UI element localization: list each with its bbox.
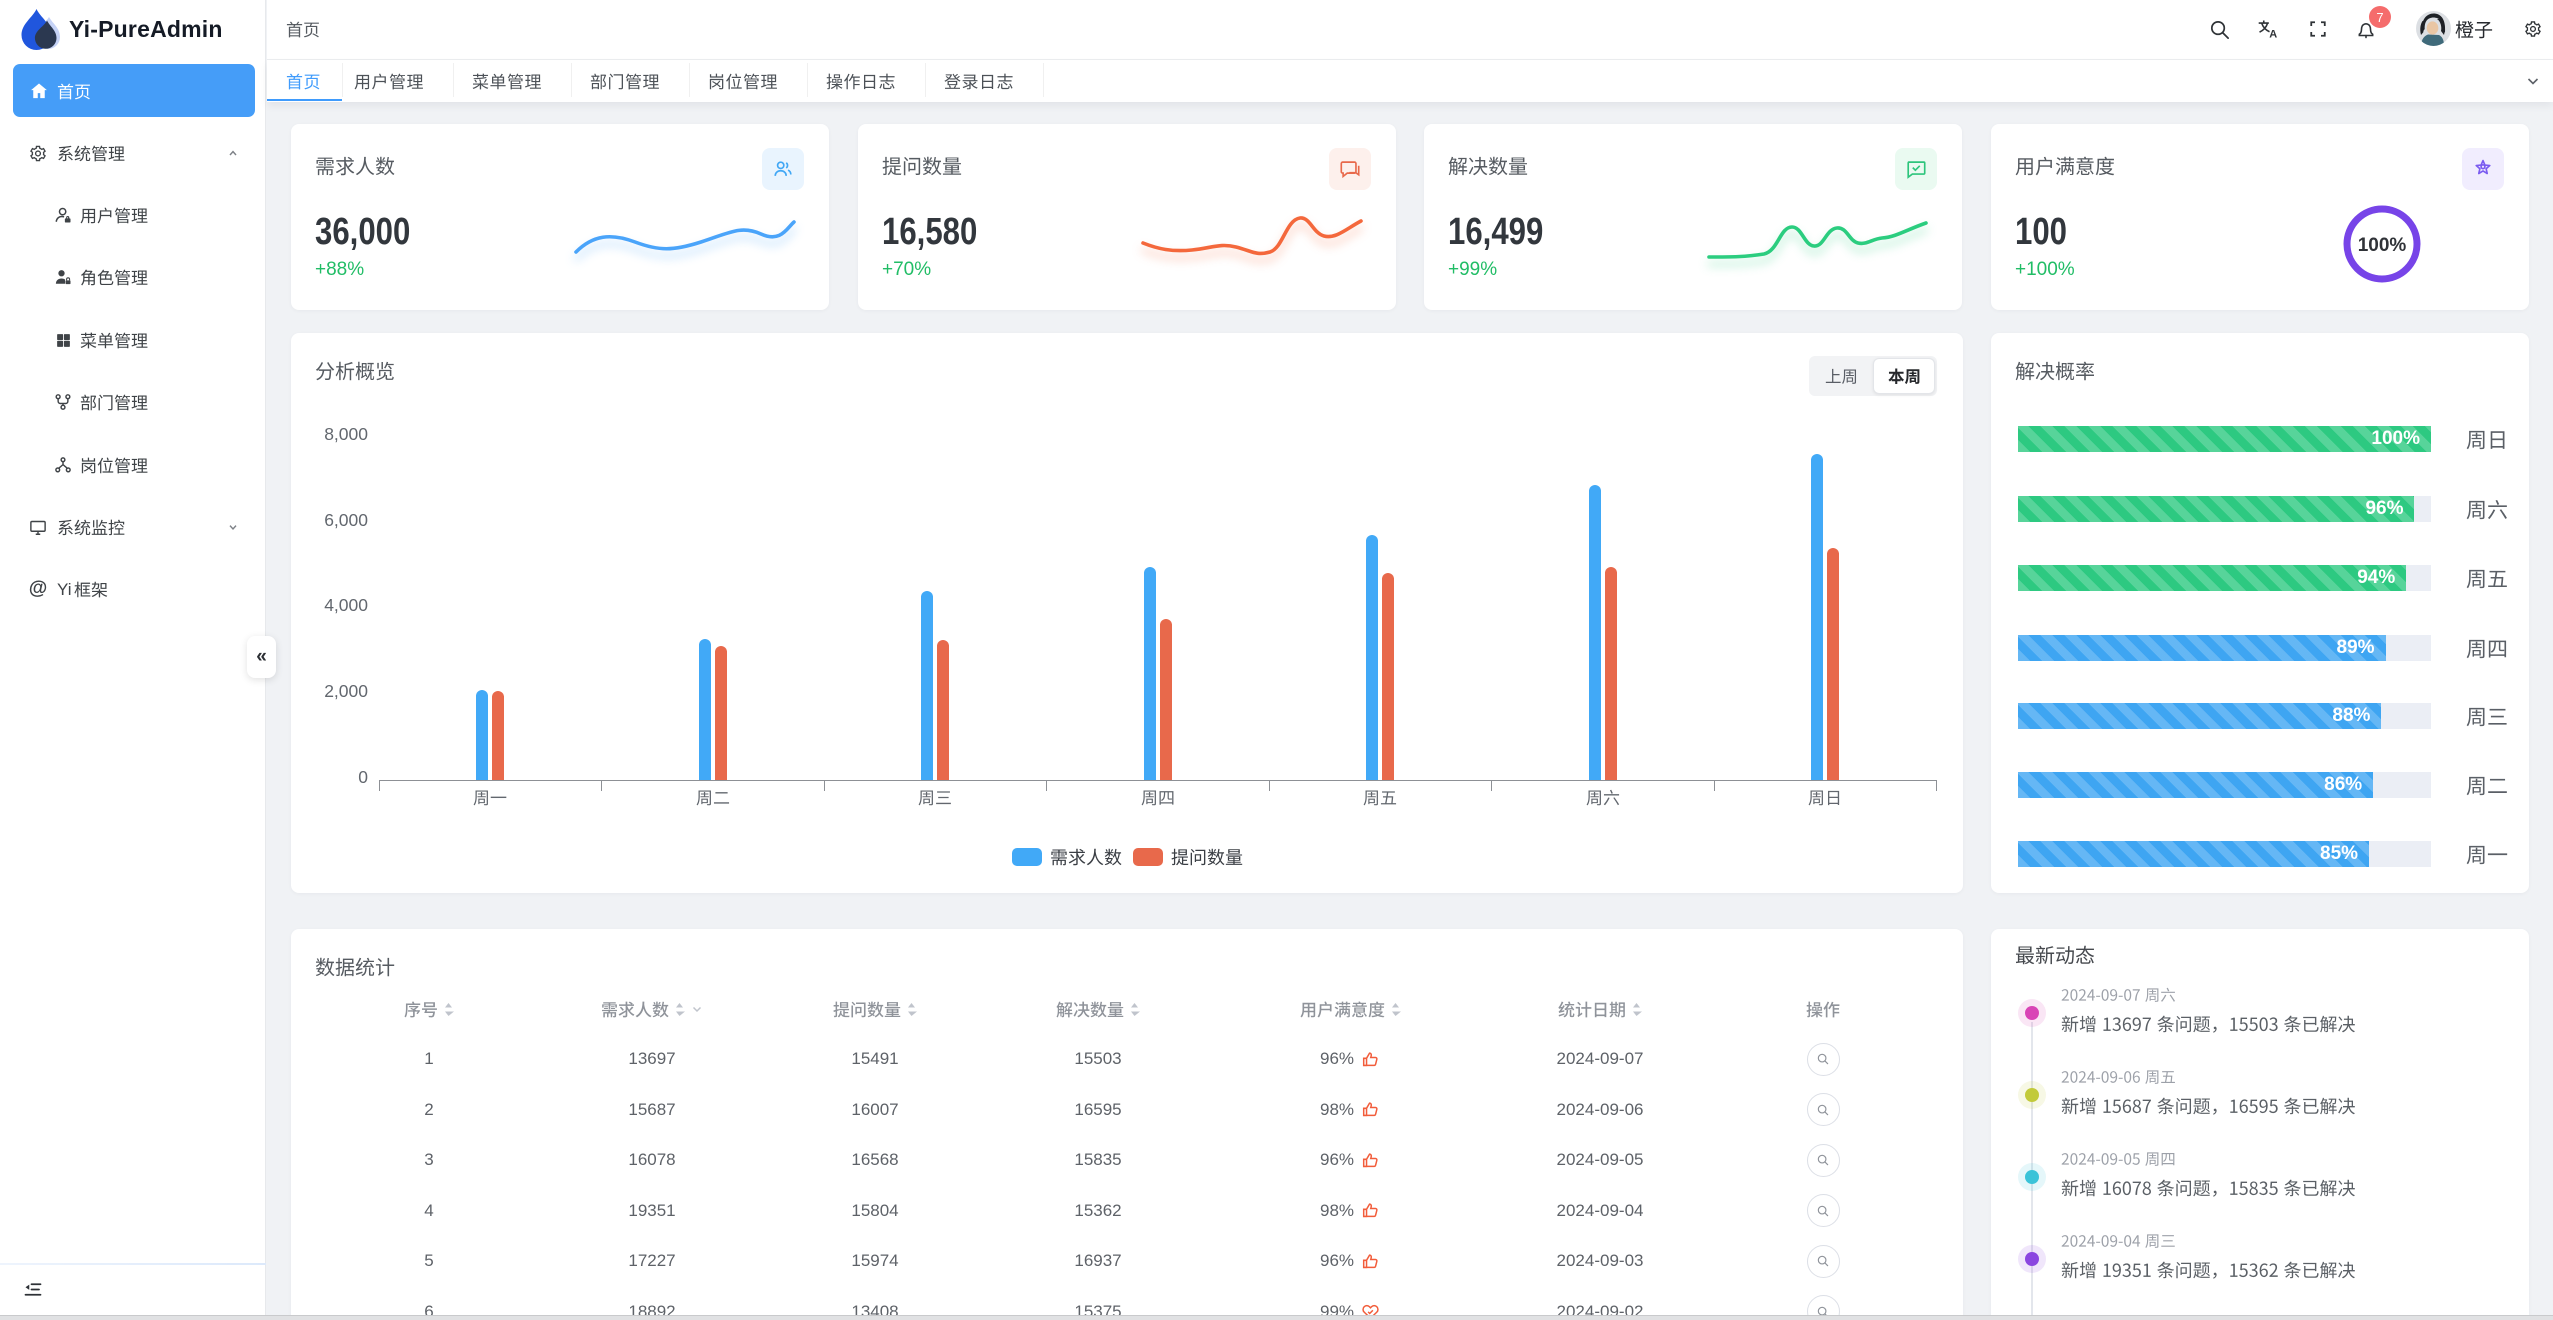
svg-text:100%: 100% — [2358, 235, 2407, 256]
svg-text:A: A — [2269, 28, 2277, 40]
